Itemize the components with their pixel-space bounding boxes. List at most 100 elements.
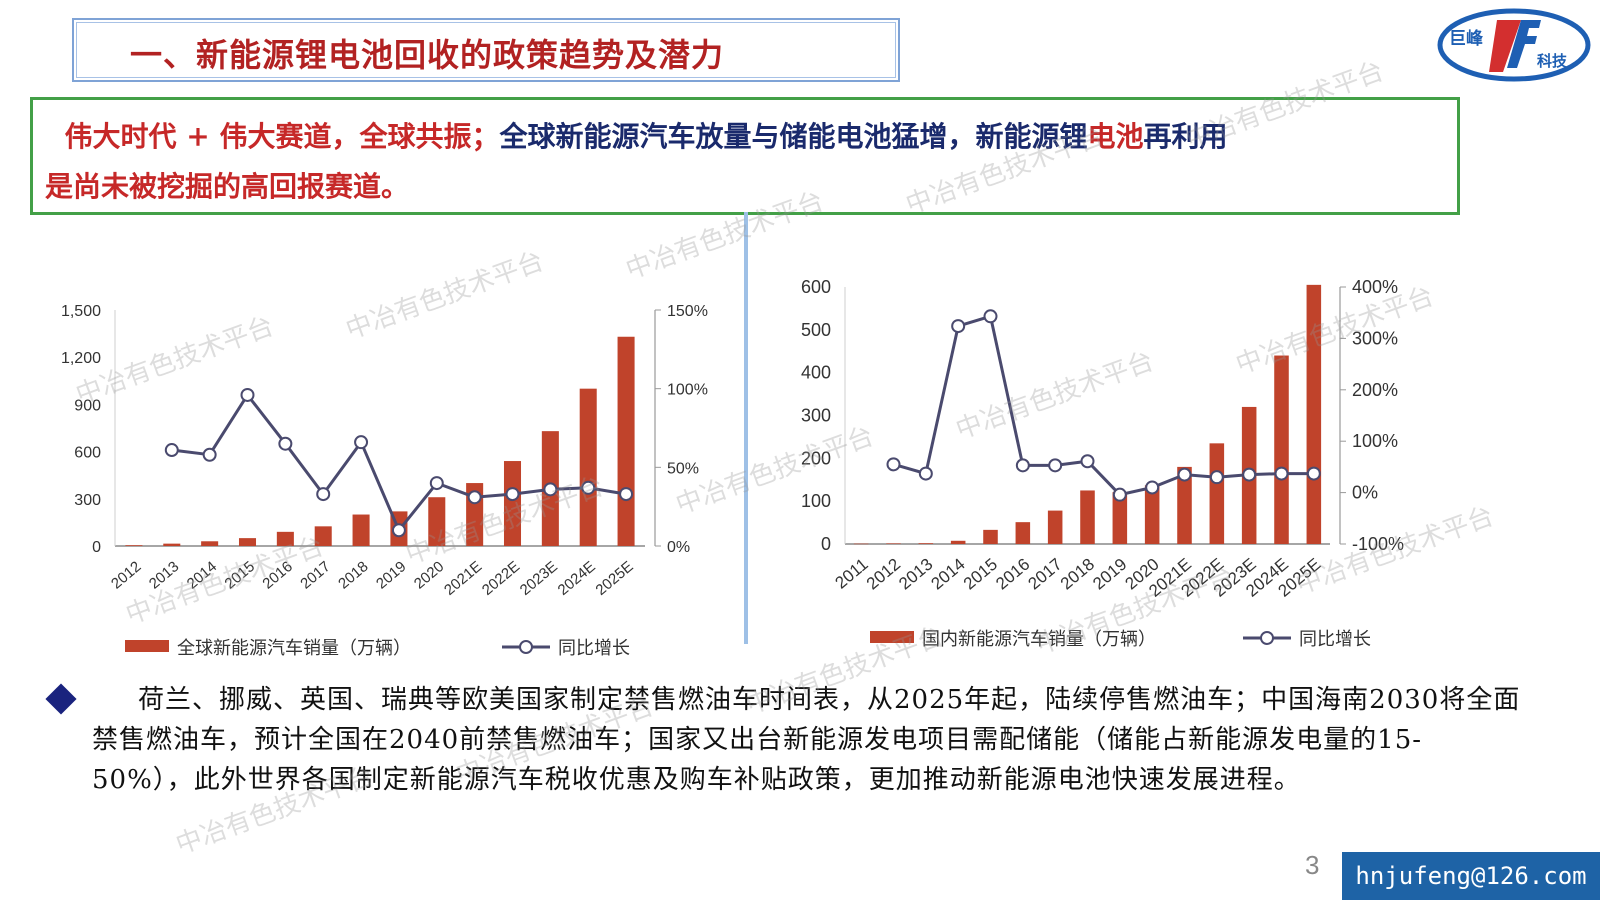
bar <box>428 497 446 546</box>
category-label: 2016 <box>992 555 1033 594</box>
growth-point <box>886 457 901 472</box>
legend-line-marker <box>1260 631 1274 645</box>
right-tick-label: 100% <box>1352 431 1398 451</box>
left-tick-label: 500 <box>801 320 831 340</box>
company-logo: 巨峰 科技 <box>1437 8 1591 82</box>
category-label: 2012 <box>863 555 904 594</box>
growth-point <box>240 387 255 402</box>
growth-point <box>1015 458 1030 473</box>
legend-bar-label: 全球新能源汽车销量（万辆） <box>177 638 411 659</box>
growth-point <box>391 523 406 538</box>
legend-bar-swatch <box>125 640 169 652</box>
legend-line-label: 同比增长 <box>558 638 630 659</box>
left-tick-label: 300 <box>801 406 831 426</box>
growth-point <box>278 436 293 451</box>
logo-text-bottom: 科技 <box>1537 52 1568 70</box>
logo-mark-f <box>1507 20 1541 68</box>
right-tick-label: 0% <box>1352 483 1378 503</box>
right-tick-label: -100% <box>1352 534 1404 554</box>
growth-point <box>1209 470 1224 485</box>
bar <box>503 461 522 546</box>
left-tick-label: 600 <box>74 445 101 462</box>
subtitle-part-4: 再利用 <box>1143 120 1228 153</box>
growth-point <box>1274 466 1289 481</box>
bar <box>950 540 966 544</box>
body-line-1: 荷兰、挪威、英国、瑞典等欧美国家制定禁售燃油车时间表，从2025年起，陆续停售燃… <box>138 685 1262 715</box>
right-tick-label: 100% <box>667 382 708 399</box>
growth-point <box>1242 467 1257 482</box>
subtitle-text: 伟大时代 + 伟大赛道，全球共振；全球新能源汽车放量与储能电池猛增，新能源锂电池… <box>45 112 1449 212</box>
left-tick-label: 1,500 <box>61 303 101 320</box>
left-tick-label: 300 <box>74 492 101 509</box>
growth-point <box>581 480 596 495</box>
growth-point <box>543 482 558 497</box>
bar <box>238 538 257 546</box>
logo-text-top: 巨峰 <box>1449 28 1484 49</box>
growth-point <box>429 476 444 491</box>
subtitle-part-1: 伟大时代 + 伟大赛道，全球共振； <box>64 120 500 153</box>
right-tick-label: 200% <box>1352 380 1398 400</box>
bar <box>579 388 597 546</box>
bar <box>853 543 869 545</box>
bar <box>352 514 370 546</box>
legend-line-label: 同比增长 <box>1299 629 1371 650</box>
growth-point <box>1145 480 1160 495</box>
page-title: 一、新能源锂电池回收的政策趋势及潜力 <box>130 36 725 74</box>
growth-point <box>1080 454 1095 469</box>
logo-mark-j <box>1489 20 1521 72</box>
bar <box>983 529 998 544</box>
growth-point <box>1048 458 1063 473</box>
body-rest: 中国海南2030将全面禁售燃油车，预计全国在2040前禁售燃油车；国家又出台新能… <box>92 685 1521 795</box>
bar <box>276 531 294 546</box>
left-tick-label: 0 <box>821 534 831 554</box>
growth-point <box>1112 487 1127 502</box>
growth-point <box>467 490 482 505</box>
left-tick-label: 600 <box>801 277 831 297</box>
bar <box>1274 355 1289 544</box>
bar <box>201 541 219 546</box>
bar <box>918 543 934 544</box>
bar <box>1112 492 1128 544</box>
bar <box>1080 490 1095 544</box>
category-label: 2017 <box>1025 555 1066 594</box>
title-box: 一、新能源锂电池回收的政策趋势及潜力 <box>72 18 900 82</box>
growth-point <box>164 443 179 458</box>
email-badge: hnjufeng@126.com <box>1342 852 1600 900</box>
subtitle-part-3: 电池 <box>1087 120 1144 153</box>
bar <box>1144 485 1160 544</box>
left-tick-label: 200 <box>801 448 831 468</box>
growth-point <box>619 487 634 502</box>
growth-point <box>1177 467 1192 482</box>
right-tick-label: 150% <box>667 303 708 320</box>
growth-point <box>505 487 520 502</box>
growth-point <box>918 466 933 481</box>
bar <box>125 545 143 546</box>
left-tick-label: 100 <box>801 491 831 511</box>
category-label: 2013 <box>895 555 936 594</box>
category-label: 2015 <box>960 555 1001 594</box>
category-label: 2011 <box>832 555 872 593</box>
chart-divider <box>744 212 748 644</box>
bar <box>1047 510 1063 544</box>
bar <box>1306 284 1322 544</box>
growth-point <box>951 319 966 334</box>
category-label: 2014 <box>928 555 969 594</box>
right-tick-label: 50% <box>667 460 699 477</box>
left-tick-label: 900 <box>74 397 101 414</box>
legend-bar-swatch <box>870 631 914 643</box>
bar <box>1209 443 1225 544</box>
growth-point <box>316 487 331 502</box>
growth-point <box>983 309 998 324</box>
subtitle-part-2: 全球新能源汽车放量与储能电池猛增，新能源锂 <box>499 120 1088 153</box>
legend-bar-label: 国内新能源汽车销量（万辆） <box>922 629 1156 650</box>
bar <box>1177 466 1192 544</box>
left-tick-label: 1,200 <box>61 350 101 367</box>
subtitle-part-5: 是尚未被挖掘的高回报赛道。 <box>45 170 410 203</box>
growth-point <box>1306 466 1321 481</box>
category-label: 2018 <box>1057 555 1098 594</box>
subtitle-box: 伟大时代 + 伟大赛道，全球共振；全球新能源汽车放量与储能电池猛增，新能源锂电池… <box>30 97 1460 215</box>
category-label: 2019 <box>1089 555 1130 594</box>
right-tick-label: 400% <box>1352 277 1398 297</box>
